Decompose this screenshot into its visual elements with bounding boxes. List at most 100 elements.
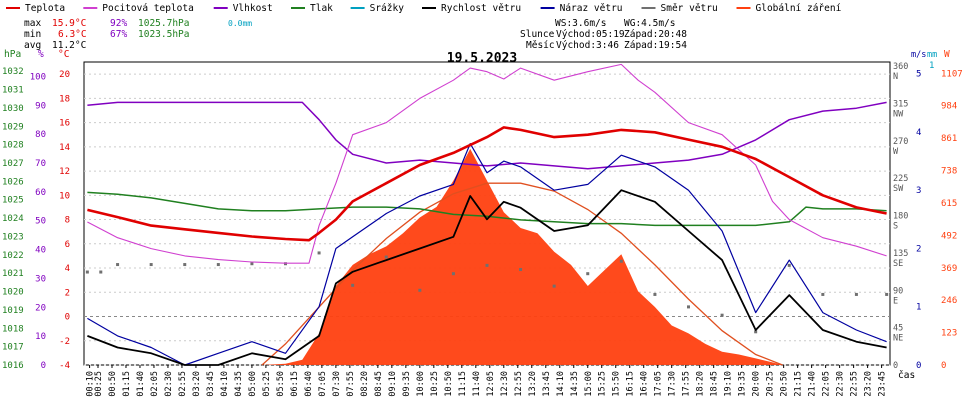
tick-pct-2: 80 <box>35 130 46 140</box>
tick-time-7: 02:55 <box>178 371 188 397</box>
tick-wm-6: 369 <box>941 264 957 274</box>
point-wind-dir-15 <box>552 284 556 288</box>
tick-time-4: 01:40 <box>136 371 146 397</box>
tick-time-11: 04:35 <box>234 371 244 397</box>
point-wind-dir-12 <box>451 272 455 276</box>
tick-hpa-5: 1027 <box>2 159 24 169</box>
tick-dir-4: 270 <box>893 137 908 147</box>
tick-ms-4: 1 <box>916 303 921 313</box>
series-pressure <box>87 191 887 227</box>
point-wind-dir-10 <box>384 255 388 259</box>
sun-label: Slunce <box>520 29 555 40</box>
tick-time-15: 06:15 <box>290 371 300 397</box>
tick-time-9: 03:45 <box>206 371 216 397</box>
tick-pct-10: 0 <box>41 361 46 371</box>
point-wind-dir-17 <box>619 259 623 263</box>
legend-label-0: Teplota <box>25 3 65 14</box>
sun-moon-block: WS:3.6m/s WG:4.5m/s Slunce Východ:05:19 … <box>520 18 687 51</box>
point-wind-dir-6 <box>250 262 254 266</box>
tick-wm-2: 861 <box>941 134 957 144</box>
legend-label-7: Směr větru <box>661 3 718 14</box>
tick-time-10: 04:10 <box>220 371 230 397</box>
tick-pct-4: 60 <box>35 188 46 198</box>
tick-time-27: 11:15 <box>458 371 468 397</box>
tick-hpa-2: 1030 <box>2 104 24 114</box>
tick-time-22: 09:10 <box>388 371 398 397</box>
tick-wm-4: 615 <box>941 199 957 209</box>
tick-time-30: 12:30 <box>500 371 510 397</box>
axis-units: hPa % °C m/s mm W čas <box>4 49 950 381</box>
tick-time-19: 07:55 <box>346 371 356 397</box>
stats-avg-label: avg <box>24 40 41 51</box>
tick-time-53: 22:05 <box>822 371 832 397</box>
tick-hpa-10: 1022 <box>2 251 24 261</box>
point-wind-dir-21 <box>754 330 758 334</box>
point-wind-dir-4 <box>183 263 187 267</box>
tick-pct-1: 90 <box>35 101 46 111</box>
tick-time-34: 14:10 <box>556 371 566 397</box>
tick-temp-1: 18 <box>59 94 70 104</box>
tick-time-57: 23:45 <box>878 371 888 397</box>
tick-time-36: 15:00 <box>584 371 594 397</box>
series-wind-gust <box>87 143 887 366</box>
sunrise-time: Východ:05:19 <box>556 29 625 40</box>
point-wind-dir-5 <box>216 263 220 267</box>
tick-hpa-12: 1020 <box>2 288 24 298</box>
tick-time-0: 00:10 <box>86 371 96 397</box>
stats-max-press: 1025.7hPa <box>138 18 189 29</box>
tick-ms-1: 4 <box>916 128 921 138</box>
tick-dir-7: SW <box>893 184 904 194</box>
tick-time-40: 16:40 <box>640 371 650 397</box>
tick-temp-4: 12 <box>59 167 70 177</box>
tick-ms-2: 3 <box>916 186 921 196</box>
unit-ms: m/s <box>911 50 926 60</box>
stats-max-temp: 15.9°C <box>52 18 86 29</box>
tick-time-20: 08:20 <box>360 371 370 397</box>
stats-block: max 15.9°C 92% 1025.7hPa 0.0mm min 6.3°C… <box>24 18 252 51</box>
tick-temp-10: 0 <box>65 313 70 323</box>
tick-time-47: 19:35 <box>738 371 748 397</box>
moonset-time: Západ:19:54 <box>624 40 687 51</box>
tick-time-26: 10:50 <box>444 371 454 397</box>
stats-max-hum: 92% <box>110 18 127 29</box>
tick-time-42: 17:30 <box>668 371 678 397</box>
legend-label-3: Tlak <box>310 3 333 14</box>
tick-wm-5: 492 <box>941 231 957 241</box>
tick-dir-3: NW <box>893 110 904 120</box>
tick-temp-9: 2 <box>65 288 70 298</box>
tick-hpa-1: 1031 <box>2 86 24 96</box>
tick-dir-14: 45 <box>893 324 903 334</box>
tick-temp-6: 8 <box>65 216 70 226</box>
tick-time-44: 18:20 <box>696 371 706 397</box>
tick-time-14: 05:50 <box>276 371 286 397</box>
point-wind-dir-1 <box>99 270 103 274</box>
point-wind-dir-19 <box>687 305 690 309</box>
tick-dir-16: 0 <box>893 361 898 371</box>
point-wind-dir-25 <box>885 292 889 296</box>
tick-time-54: 22:30 <box>836 371 846 397</box>
tick-dir-15: NE <box>893 334 903 344</box>
tick-pct-3: 70 <box>35 159 46 169</box>
point-wind-dir-11 <box>418 288 422 292</box>
tick-time-31: 12:55 <box>514 371 524 397</box>
stats-min-hum: 67% <box>110 29 127 40</box>
tick-time-43: 17:55 <box>682 371 692 397</box>
tick-temp-2: 16 <box>59 119 70 129</box>
stats-min-temp: 6.3°C <box>58 29 87 40</box>
moon-label: Měsíc <box>526 40 555 51</box>
tick-hpa-4: 1028 <box>2 141 24 151</box>
tick-hpa-14: 1018 <box>2 324 24 334</box>
tick-time-37: 15:25 <box>598 371 608 397</box>
tick-time-8: 03:20 <box>192 371 202 397</box>
point-wind-dir-20 <box>720 313 724 317</box>
tick-dir-2: 315 <box>893 100 908 110</box>
tick-time-29: 12:05 <box>486 371 496 397</box>
sunset-time: Západ:20:48 <box>624 29 687 40</box>
legend-label-8: Globální záření <box>756 3 842 14</box>
tick-time-1: 00:25 <box>94 371 104 397</box>
tick-time-3: 01:15 <box>122 371 132 397</box>
tick-dir-5: W <box>893 147 899 157</box>
tick-time-23: 09:35 <box>402 371 412 397</box>
tick-time-16: 06:40 <box>304 371 314 397</box>
